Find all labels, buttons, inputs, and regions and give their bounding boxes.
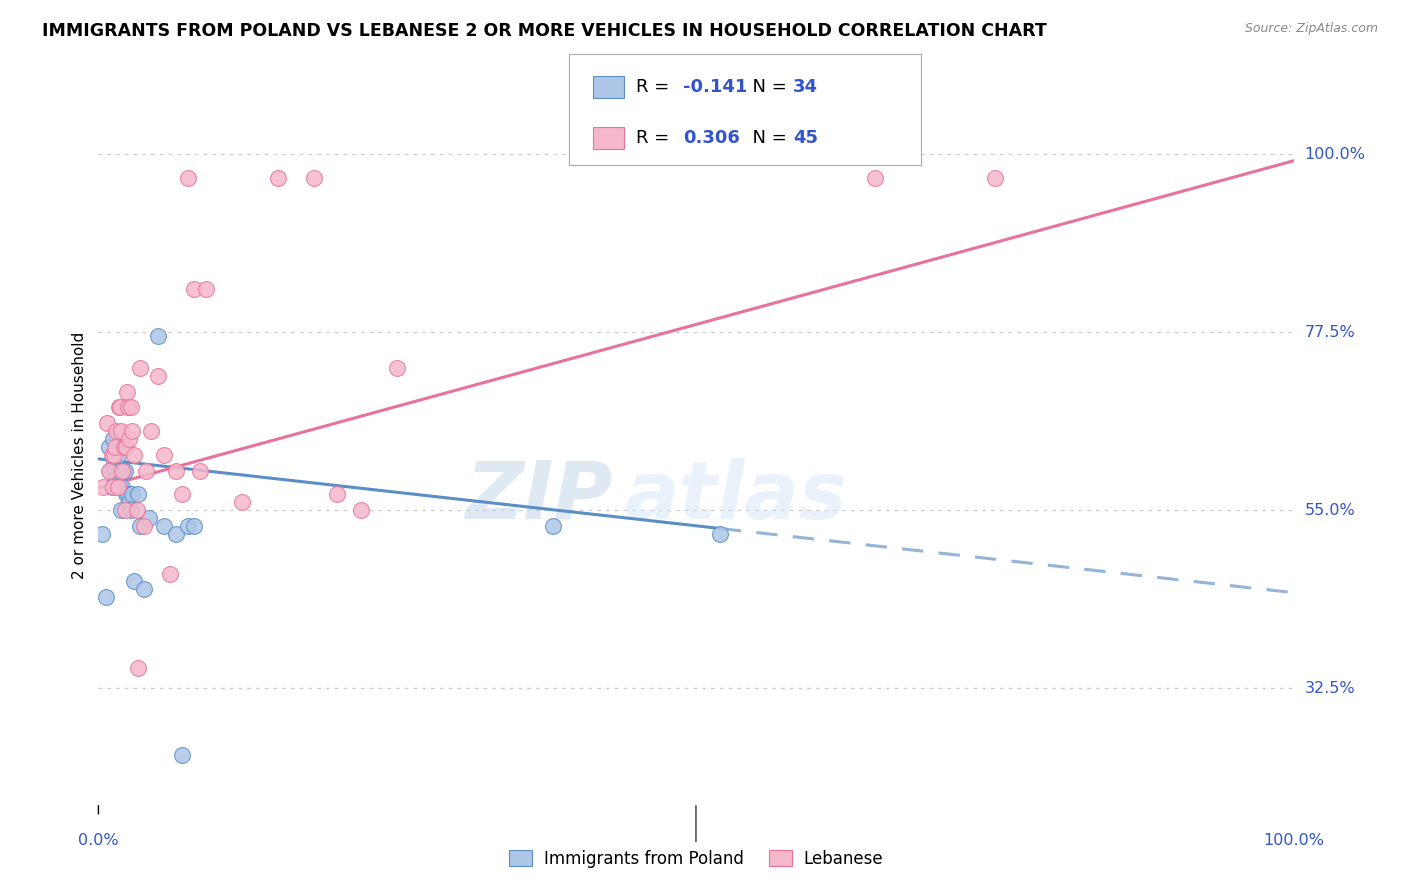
Y-axis label: 2 or more Vehicles in Household: 2 or more Vehicles in Household (72, 331, 87, 579)
Point (121, 487, 143, 501)
Point (100, 479, 122, 493)
Point (101, 479, 124, 493)
Point (863, 171, 886, 186)
Point (302, 171, 325, 186)
Point (129, 361, 152, 376)
Point (183, 519, 205, 533)
Point (94, 591, 117, 605)
Point (111, 479, 134, 493)
Point (115, 440, 138, 454)
Point (112, 440, 135, 454)
Point (124, 448, 146, 462)
Point (132, 582, 155, 597)
Point (114, 464, 136, 478)
Text: R =: R = (636, 78, 675, 95)
Point (104, 440, 127, 454)
Legend: Immigrants from Poland, Lebanese: Immigrants from Poland, Lebanese (502, 843, 890, 874)
Point (108, 401, 131, 415)
Point (153, 448, 176, 462)
Point (231, 495, 253, 509)
Point (139, 424, 162, 438)
Point (91, 479, 114, 493)
Point (129, 519, 152, 533)
Point (114, 503, 136, 517)
Point (172, 487, 194, 501)
Text: 0.306: 0.306 (683, 129, 740, 147)
Text: 100.0%: 100.0% (1305, 147, 1365, 162)
Point (125, 503, 148, 517)
Point (121, 424, 143, 438)
Point (107, 401, 129, 415)
Point (110, 424, 132, 438)
Point (120, 503, 142, 517)
Point (124, 574, 146, 589)
Point (709, 527, 731, 541)
Point (117, 401, 139, 415)
Text: 45: 45 (793, 129, 818, 147)
Point (107, 479, 129, 493)
Point (127, 661, 149, 675)
Point (326, 487, 349, 501)
Text: N =: N = (741, 78, 793, 95)
Point (148, 329, 170, 343)
Text: 34: 34 (793, 78, 818, 95)
Point (165, 464, 187, 478)
Point (172, 748, 194, 763)
Point (188, 464, 211, 478)
Point (100, 448, 122, 462)
Point (385, 361, 409, 376)
Point (120, 401, 142, 415)
Point (165, 527, 187, 541)
Point (98, 440, 121, 454)
Point (132, 519, 155, 533)
Point (110, 503, 132, 517)
Text: 32.5%: 32.5% (1305, 681, 1355, 696)
Text: atlas: atlas (624, 458, 846, 536)
Point (138, 511, 160, 525)
Point (118, 495, 141, 509)
Point (177, 171, 200, 186)
Point (105, 424, 128, 438)
Point (115, 384, 138, 399)
Point (194, 282, 217, 296)
Point (98, 464, 122, 478)
Point (983, 171, 1005, 186)
Point (153, 519, 176, 533)
Text: 100.0%: 100.0% (1263, 833, 1324, 848)
Point (104, 464, 127, 478)
Point (127, 487, 149, 501)
Text: 55.0%: 55.0% (1305, 503, 1355, 517)
Text: ZIP: ZIP (465, 458, 612, 536)
Point (118, 432, 141, 446)
Point (91, 527, 114, 541)
Point (103, 448, 125, 462)
Point (135, 464, 157, 478)
Point (101, 432, 124, 446)
Point (108, 479, 131, 493)
Point (350, 503, 373, 517)
Point (541, 519, 564, 533)
Point (107, 448, 129, 462)
Point (159, 566, 181, 581)
Text: IMMIGRANTS FROM POLAND VS LEBANESE 2 OR MORE VEHICLES IN HOUSEHOLD CORRELATION C: IMMIGRANTS FROM POLAND VS LEBANESE 2 OR … (42, 22, 1047, 40)
Point (105, 472, 128, 486)
Point (183, 282, 205, 296)
Text: Source: ZipAtlas.com: Source: ZipAtlas.com (1244, 22, 1378, 36)
Point (112, 464, 135, 478)
Point (115, 487, 138, 501)
Point (107, 464, 129, 478)
Text: N =: N = (741, 129, 793, 147)
Point (96, 417, 118, 431)
Text: 0.0%: 0.0% (79, 833, 118, 848)
Point (117, 487, 139, 501)
Text: R =: R = (636, 129, 675, 147)
Point (103, 456, 125, 470)
Point (111, 464, 134, 478)
Point (148, 368, 170, 383)
Point (98, 464, 121, 478)
Text: 77.5%: 77.5% (1305, 325, 1355, 340)
Point (177, 519, 200, 533)
Text: -0.141: -0.141 (683, 78, 748, 95)
Point (267, 171, 290, 186)
